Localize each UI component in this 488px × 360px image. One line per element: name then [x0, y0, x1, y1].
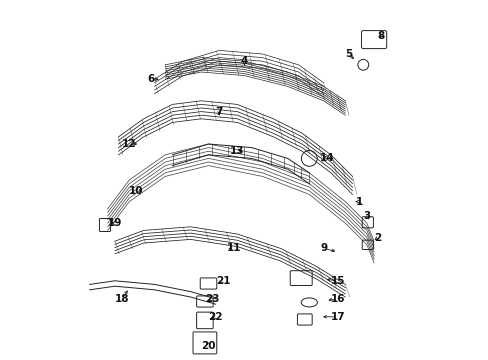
- FancyBboxPatch shape: [196, 296, 213, 307]
- Text: 2: 2: [373, 233, 381, 243]
- FancyBboxPatch shape: [297, 314, 311, 325]
- Text: 11: 11: [226, 243, 241, 253]
- Text: 16: 16: [330, 294, 345, 304]
- Text: 3: 3: [363, 211, 370, 221]
- Text: 8: 8: [377, 31, 384, 41]
- FancyBboxPatch shape: [362, 217, 373, 228]
- Circle shape: [357, 59, 368, 70]
- Text: 17: 17: [330, 312, 345, 322]
- FancyBboxPatch shape: [361, 31, 386, 49]
- Text: 14: 14: [319, 153, 334, 163]
- Text: 7: 7: [215, 107, 223, 117]
- FancyBboxPatch shape: [200, 278, 216, 289]
- Text: 18: 18: [115, 294, 129, 304]
- Text: 9: 9: [320, 243, 326, 253]
- Circle shape: [301, 150, 317, 166]
- Text: 5: 5: [345, 49, 352, 59]
- Text: 15: 15: [330, 276, 345, 286]
- Text: 21: 21: [215, 276, 230, 286]
- Text: 4: 4: [240, 56, 248, 66]
- FancyBboxPatch shape: [193, 332, 216, 354]
- FancyBboxPatch shape: [289, 271, 311, 285]
- Ellipse shape: [301, 298, 317, 307]
- Text: 22: 22: [208, 312, 223, 322]
- Text: 10: 10: [129, 186, 143, 196]
- FancyBboxPatch shape: [99, 219, 110, 231]
- Text: 19: 19: [107, 218, 122, 228]
- Text: 13: 13: [229, 146, 244, 156]
- FancyBboxPatch shape: [196, 312, 213, 329]
- Text: 23: 23: [204, 294, 219, 304]
- Text: 1: 1: [355, 197, 363, 207]
- Text: 12: 12: [122, 139, 136, 149]
- Text: 20: 20: [201, 341, 215, 351]
- Text: 6: 6: [147, 74, 154, 84]
- FancyBboxPatch shape: [362, 240, 373, 249]
